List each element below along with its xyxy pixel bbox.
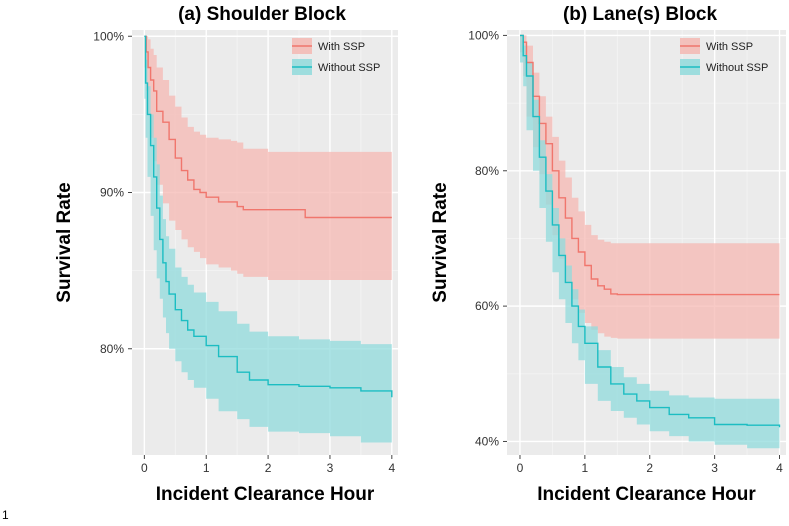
survival-curve-without-ssp	[520, 34, 781, 428]
x-tick-label: 3	[327, 461, 334, 475]
legend-label: Without SSP	[318, 62, 380, 74]
y-tick-label: 80%	[475, 164, 499, 178]
legend-label: With SSP	[318, 41, 365, 53]
x-tick-label: 0	[141, 461, 148, 475]
chart-title: (b) Lane(s) Block	[563, 4, 718, 25]
chart-panel-2: 40% 60% 80% 100% 0 1 2 3 4 (b) Lane(s) Block Incid…	[430, 4, 786, 505]
y-tick-label: 90%	[100, 186, 124, 200]
x-tick-label: 0	[517, 461, 524, 475]
legend: With SSP Without SSP	[680, 38, 768, 75]
confidence-band-with-ssp	[144, 36, 392, 280]
x-tick-label: 2	[265, 461, 272, 475]
x-axis-label: Incident Clearance Hour	[156, 484, 375, 505]
y-tick-label: 60%	[475, 299, 499, 313]
legend: With SSP Without SSP	[292, 38, 380, 75]
legend-label: Without SSP	[706, 62, 768, 74]
x-tick-label: 2	[646, 461, 653, 475]
major-gridlines	[507, 30, 786, 455]
survival-curve-without-ssp	[144, 35, 393, 398]
x-tick-label: 4	[776, 461, 783, 475]
y-axis-label: Survival Rate	[430, 182, 451, 302]
y-tick-label: 80%	[100, 342, 124, 356]
x-axis-label: Incident Clearance Hour	[537, 484, 756, 505]
x-tick-label: 4	[388, 461, 395, 475]
x-tick-label: 1	[582, 461, 589, 475]
y-tick-label: 100%	[93, 29, 124, 43]
confidence-band-without-ssp	[520, 35, 780, 449]
x-tick-label: 1	[203, 461, 210, 475]
chart-panel-1: 80% 90% 100% 0 1 2 3 4 (a) Shoulder Block Inciden…	[54, 4, 398, 505]
footnote: 1	[2, 508, 9, 522]
y-tick-label: 100%	[468, 28, 499, 42]
x-tick-label: 3	[711, 461, 718, 475]
chart-title: (a) Shoulder Block	[178, 4, 346, 25]
y-tick-label: 40%	[475, 434, 499, 448]
y-axis-label: Survival Rate	[54, 182, 75, 302]
legend-label: With SSP	[706, 41, 753, 53]
survival-curve-with-ssp	[144, 35, 392, 219]
